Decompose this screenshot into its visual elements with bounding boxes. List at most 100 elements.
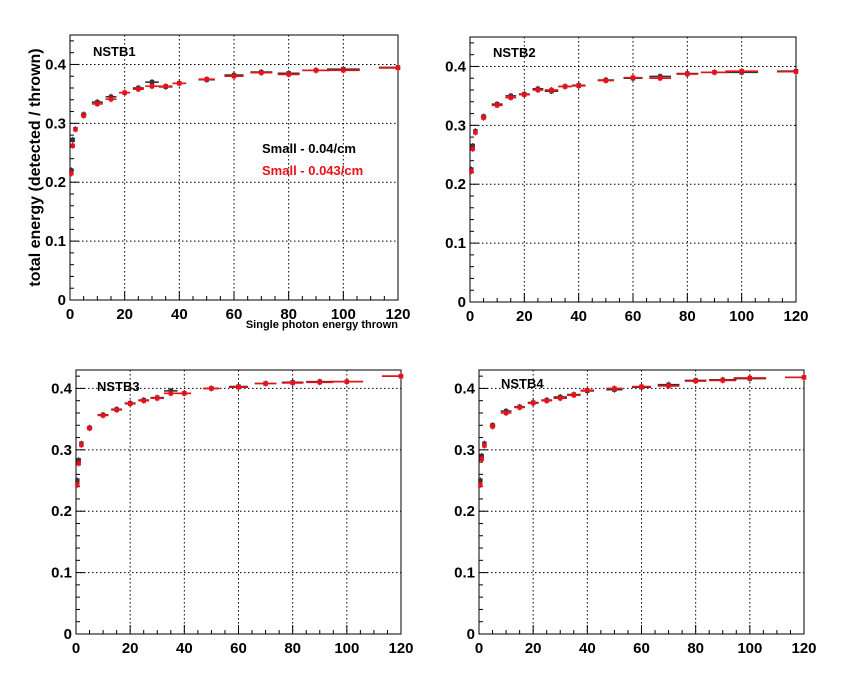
y-tick-label: 0 [458, 294, 466, 311]
x-tick-label: 100 [334, 640, 359, 657]
data-point [286, 72, 291, 77]
data-point [204, 76, 209, 82]
data-point [481, 115, 486, 120]
data-point [747, 375, 753, 381]
x-tick-label: 60 [633, 640, 650, 657]
x-tick-label: 20 [116, 306, 133, 323]
data-point [517, 405, 522, 410]
data-point [79, 442, 84, 448]
data-point [149, 79, 155, 85]
x-tick-label: 80 [284, 640, 301, 657]
data-point [522, 92, 527, 97]
x-tick-label: 120 [388, 640, 413, 657]
data-point [236, 384, 241, 390]
x-tick-label: 40 [171, 306, 188, 323]
data-point [398, 373, 404, 379]
data-point [149, 84, 155, 89]
data-point [177, 81, 182, 86]
x-tick-label: 20 [122, 640, 139, 657]
x-tick-label: 40 [570, 308, 587, 325]
data-point [155, 396, 160, 401]
data-point [603, 78, 609, 83]
data-point [494, 103, 500, 108]
data-point [87, 426, 92, 431]
data-point [182, 391, 187, 396]
y-tick-label: 0.3 [454, 442, 475, 459]
data-point [490, 424, 495, 429]
data-point [209, 386, 214, 391]
data-series-2 [69, 64, 401, 177]
data-point [76, 458, 81, 463]
data-point [576, 83, 581, 89]
data-point [478, 478, 483, 483]
x-tick-label: 120 [385, 306, 410, 323]
x-tick-label: 100 [737, 640, 762, 657]
panel-title: NSTB1 [93, 44, 136, 59]
data-point [630, 75, 636, 80]
data-point [168, 391, 173, 396]
y-tick-label: 0.3 [45, 115, 66, 132]
panel-title: NSTB3 [97, 379, 140, 394]
x-tick-label: 0 [66, 306, 74, 323]
x-axis-label: Single photon energy thrown [246, 319, 398, 331]
data-series-1 [69, 64, 401, 174]
y-tick-label: 0.4 [454, 380, 476, 397]
y-tick-label: 0.1 [51, 565, 72, 582]
data-point [549, 87, 554, 93]
y-tick-label: 0.2 [45, 174, 66, 191]
data-point [75, 478, 80, 483]
data-point [535, 87, 541, 93]
x-tick-label: 0 [72, 640, 80, 657]
data-point [76, 461, 81, 466]
y-tick-label: 0.2 [445, 176, 466, 193]
chart-panel-1: 0 20 40 60 80 100 120 0 0.1 0.2 0.3 0.4 NSTB1 total e… [27, 34, 411, 331]
y-tick-label: 0.1 [454, 565, 475, 582]
data-point [639, 384, 644, 389]
data-point [69, 171, 74, 176]
panel-title: NSTB4 [501, 376, 544, 391]
y-tick-label: 0.2 [51, 503, 72, 520]
y-tick-label: 0 [467, 626, 475, 643]
chart-panel-3: 0 20 40 60 80 100 120 0 0.1 0.2 0.3 0.4 NSTB3 [51, 369, 414, 657]
data-point [163, 84, 168, 89]
legend-entry-2: Small - 0.043/cm [262, 163, 363, 178]
data-point [470, 146, 475, 152]
data-point [479, 456, 484, 462]
y-axis-label: total energy (detected / thrown) [27, 48, 44, 286]
data-point [801, 375, 807, 380]
data-point [482, 443, 487, 448]
data-point [693, 378, 698, 384]
data-point [108, 96, 114, 102]
data-point [114, 407, 119, 413]
data-point [127, 401, 133, 406]
y-tick-label: 0.4 [445, 58, 467, 75]
data-point [530, 400, 536, 406]
chart-panel-4: 0 20 40 60 80 100 120 0 0.1 0.2 0.3 0.4 NSTB4 [454, 369, 817, 657]
data-point [341, 68, 346, 73]
data-point [263, 381, 268, 386]
data-point [344, 379, 350, 384]
data-point [544, 398, 549, 403]
data-point [395, 65, 401, 71]
data-point [503, 410, 509, 416]
x-tick-label: 80 [687, 640, 704, 657]
data-point [712, 70, 717, 75]
data-point [317, 380, 322, 385]
data-point [141, 398, 146, 403]
data-series-2 [75, 373, 404, 488]
data-point [73, 127, 78, 132]
x-tick-label: 40 [176, 640, 193, 657]
x-tick-label: 80 [280, 306, 297, 323]
data-series-1 [469, 68, 799, 173]
data-point [95, 101, 100, 107]
data-point [70, 143, 75, 148]
data-point [571, 392, 576, 398]
y-tick-label: 0.4 [45, 56, 67, 73]
data-point [657, 76, 663, 81]
y-tick-label: 0.4 [51, 380, 73, 397]
data-point [259, 70, 264, 75]
data-point [290, 380, 295, 386]
y-tick-label: 0 [64, 626, 72, 643]
chart-panel-2: 0 20 40 60 80 100 120 0 0.1 0.2 0.3 0.4 NSTB2 [445, 36, 809, 325]
x-tick-label: 120 [791, 640, 816, 657]
